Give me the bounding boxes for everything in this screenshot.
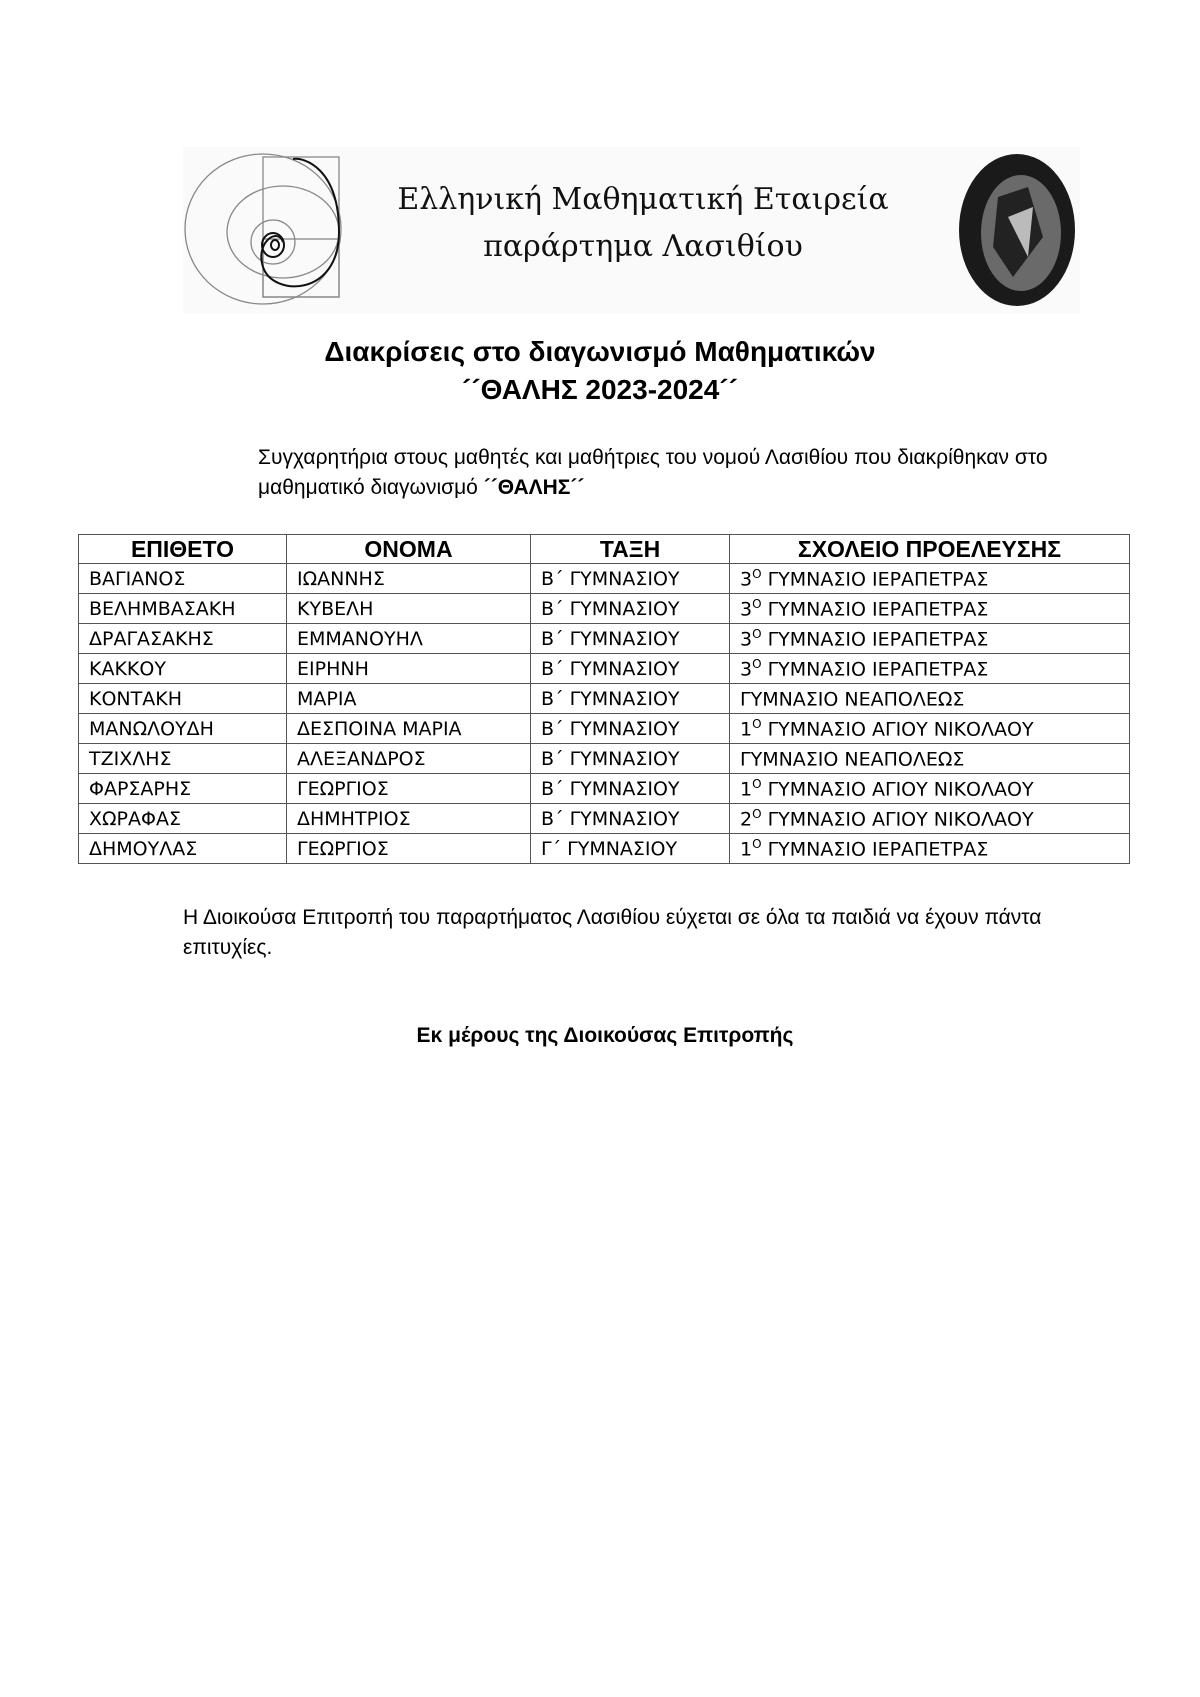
cell-name: ΜΑΡΙΑ bbox=[286, 683, 531, 714]
table-row: ΧΩΡΑΦΑΣ ΔΗΜΗΤΡΙΟΣ Β΄ ΓΥΜΝΑΣΙΟΥ 2Ο ΓΥΜΝΑΣΙΟ … bbox=[78, 803, 1130, 834]
school-ordinal: 3 bbox=[740, 598, 753, 621]
cell-school: 1Ο ΓΥΜΝΑΣΙΟ ΑΓΙΟΥ ΝΙΚΟΛΑΟΥ bbox=[729, 713, 1130, 744]
cell-school: 1Ο ΓΥΜΝΑΣΙΟ ΙΕΡΑΠΕΤΡΑΣ bbox=[729, 833, 1130, 864]
golden-spiral-icon bbox=[184, 153, 342, 305]
header-school: ΣΧΟΛΕΙΟ ΠΡΟΕΛΕΥΣΗΣ bbox=[729, 534, 1130, 564]
table-row: ΒΕΛΗΜΒΑΣΑΚΗ ΚΥΒΕΛΗ Β΄ ΓΥΜΝΑΣΙΟΥ 3Ο ΓΥΜΝΑΣΙΟ… bbox=[78, 593, 1130, 624]
school-ordinal-sup: Ο bbox=[752, 716, 762, 731]
cell-surname: ΜΑΝΩΛΟΥΔΗ bbox=[78, 713, 287, 744]
school-ordinal: 1 bbox=[740, 718, 753, 741]
cell-name: ΔΗΜΗΤΡΙΟΣ bbox=[286, 803, 531, 834]
intro-paragraph: Συγχαρητήρια στους μαθητές και μαθήτριες… bbox=[258, 443, 1058, 503]
table-row: ΤΖΙΧΛΗΣ ΑΛΕΞΑΝΔΡΟΣ Β΄ ΓΥΜΝΑΣΙΟΥ ΓΥΜΝΑΣΙΟ ΝΕ… bbox=[78, 743, 1130, 774]
table-header-row: ΕΠΙΘΕΤΟ ΟΝΟΜΑ ΤΑΞΗ ΣΧΟΛΕΙΟ ΠΡΟΕΛΕΥΣΗΣ bbox=[78, 534, 1130, 564]
school-ordinal: 1 bbox=[740, 778, 753, 801]
school-ordinal-sup: Ο bbox=[752, 596, 762, 611]
table-row: ΒΑΓΙΑΝΟΣ ΙΩΑΝΝΗΣ Β΄ ΓΥΜΝΑΣΙΟΥ 3Ο ΓΥΜΝΑΣΙΟ Ι… bbox=[78, 563, 1130, 594]
school-ordinal: 1 bbox=[740, 838, 753, 861]
cell-grade: Β΄ ΓΥΜΝΑΣΙΟΥ bbox=[530, 713, 730, 744]
cell-school: ΓΥΜΝΑΣΙΟ ΝΕΑΠΟΛΕΩΣ bbox=[729, 743, 1130, 774]
school-name: ΓΥΜΝΑΣΙΟ ΑΓΙΟΥ ΝΙΚΟΛΑΟΥ bbox=[761, 808, 1034, 831]
header-surname: ΕΠΙΘΕΤΟ bbox=[78, 534, 287, 564]
cell-surname: ΧΩΡΑΦΑΣ bbox=[78, 803, 287, 834]
header-grade: ΤΑΞΗ bbox=[530, 534, 730, 564]
cell-school: 3Ο ΓΥΜΝΑΣΙΟ ΙΕΡΑΠΕΤΡΑΣ bbox=[729, 593, 1130, 624]
school-name: ΓΥΜΝΑΣΙΟ ΑΓΙΟΥ ΝΙΚΟΛΑΟΥ bbox=[761, 778, 1034, 801]
cell-surname: ΦΑΡΣΑΡΗΣ bbox=[78, 773, 287, 804]
cell-surname: ΔΗΜΟΥΛΑΣ bbox=[78, 833, 287, 864]
school-ordinal-sup: Ο bbox=[752, 836, 762, 851]
cell-name: ΔΕΣΠΟΙΝΑ ΜΑΡΙΑ bbox=[286, 713, 531, 744]
school-name: ΓΥΜΝΑΣΙΟ ΙΕΡΑΠΕΤΡΑΣ bbox=[761, 658, 989, 681]
school-ordinal-sup: Ο bbox=[752, 806, 762, 821]
cell-grade: Γ΄ ΓΥΜΝΑΣΙΟΥ bbox=[530, 833, 730, 864]
school-ordinal-sup: Ο bbox=[752, 776, 762, 791]
table-row: ΜΑΝΩΛΟΥΔΗ ΔΕΣΠΟΙΝΑ ΜΑΡΙΑ Β΄ ΓΥΜΝΑΣΙΟΥ 1Ο ΓΥ… bbox=[78, 713, 1130, 744]
cell-grade: Β΄ ΓΥΜΝΑΣΙΟΥ bbox=[530, 803, 730, 834]
ancient-coin-icon bbox=[959, 154, 1075, 306]
logo-line-1: Ελληνική Μαθηματική Εταιρεία bbox=[397, 182, 889, 217]
cell-surname: ΒΑΓΙΑΝΟΣ bbox=[78, 563, 287, 594]
intro-bold: ´´ΘΑΛΗΣ´´ bbox=[483, 476, 585, 499]
cell-name: ΓΕΩΡΓΙΟΣ bbox=[286, 773, 531, 804]
cell-surname: ΔΡΑΓΑΣΑΚΗΣ bbox=[78, 623, 287, 654]
cell-grade: Β΄ ΓΥΜΝΑΣΙΟΥ bbox=[530, 653, 730, 684]
logo-line-2: παράρτημα Λασιθίου bbox=[483, 229, 803, 264]
cell-grade: Β΄ ΓΥΜΝΑΣΙΟΥ bbox=[530, 683, 730, 714]
table-row: ΦΑΡΣΑΡΗΣ ΓΕΩΡΓΙΟΣ Β΄ ΓΥΜΝΑΣΙΟΥ 1Ο ΓΥΜΝΑΣΙΟ … bbox=[78, 773, 1130, 804]
cell-grade: Β΄ ΓΥΜΝΑΣΙΟΥ bbox=[530, 593, 730, 624]
school-name: ΓΥΜΝΑΣΙΟ ΙΕΡΑΠΕΤΡΑΣ bbox=[761, 598, 989, 621]
cell-school: 3Ο ΓΥΜΝΑΣΙΟ ΙΕΡΑΠΕΤΡΑΣ bbox=[729, 563, 1130, 594]
closing-paragraph: Η Διοικούσα Επιτροπή του παραρτήματος Λα… bbox=[183, 906, 1042, 959]
cell-grade: Β΄ ΓΥΜΝΑΣΙΟΥ bbox=[530, 773, 730, 804]
school-ordinal: 3 bbox=[740, 568, 753, 591]
header-name: ΟΝΟΜΑ bbox=[286, 534, 531, 564]
table-row: ΚΑΚΚΟΥ ΕΙΡΗΝΗ Β΄ ΓΥΜΝΑΣΙΟΥ 3Ο ΓΥΜΝΑΣΙΟ ΙΕΡΑ… bbox=[78, 653, 1130, 684]
cell-school: 3Ο ΓΥΜΝΑΣΙΟ ΙΕΡΑΠΕΤΡΑΣ bbox=[729, 623, 1130, 654]
hms-logo-banner: Ελληνική Μαθηματική Εταιρεία παράρτημα Λ… bbox=[183, 147, 1080, 314]
cell-school: 3Ο ΓΥΜΝΑΣΙΟ ΙΕΡΑΠΕΤΡΑΣ bbox=[729, 653, 1130, 684]
cell-grade: Β΄ ΓΥΜΝΑΣΙΟΥ bbox=[530, 563, 730, 594]
school-ordinal: 3 bbox=[740, 658, 753, 681]
page-title: Διακρίσεις στο διαγωνισμό Μαθηματικών bbox=[324, 336, 876, 367]
cell-surname: ΚΟΝΤΑΚΗ bbox=[78, 683, 287, 714]
signature: Εκ μέρους της Διοικούσας Επιτροπής bbox=[416, 1024, 794, 1047]
cell-school: 2Ο ΓΥΜΝΑΣΙΟ ΑΓΙΟΥ ΝΙΚΟΛΑΟΥ bbox=[729, 803, 1130, 834]
school-ordinal-sup: Ο bbox=[752, 626, 762, 641]
results-table: ΕΠΙΘΕΤΟ ΟΝΟΜΑ ΤΑΞΗ ΣΧΟΛΕΙΟ ΠΡΟΕΛΕΥΣΗΣ ΒΑ… bbox=[78, 534, 1130, 864]
cell-name: ΕΜΜΑΝΟΥΗΛ bbox=[286, 623, 531, 654]
school-ordinal-sup: Ο bbox=[752, 656, 762, 671]
school-name: ΓΥΜΝΑΣΙΟ ΙΕΡΑΠΕΤΡΑΣ bbox=[761, 838, 989, 861]
school-ordinal: 2 bbox=[740, 808, 753, 831]
table-row: ΔΗΜΟΥΛΑΣ ΓΕΩΡΓΙΟΣ Γ΄ ΓΥΜΝΑΣΙΟΥ 1Ο ΓΥΜΝΑΣΙΟ … bbox=[78, 833, 1130, 864]
school-name: ΓΥΜΝΑΣΙΟ ΝΕΑΠΟΛΕΩΣ bbox=[740, 688, 965, 711]
school-ordinal-sup: Ο bbox=[752, 566, 762, 581]
cell-grade: Β΄ ΓΥΜΝΑΣΙΟΥ bbox=[530, 743, 730, 774]
table-row: ΚΟΝΤΑΚΗ ΜΑΡΙΑ Β΄ ΓΥΜΝΑΣΙΟΥ ΓΥΜΝΑΣΙΟ ΝΕΑΠΟΛΕ… bbox=[78, 683, 1130, 714]
page-subtitle: ´´ΘΑΛΗΣ 2023-2024´´ bbox=[462, 374, 738, 405]
cell-grade: Β΄ ΓΥΜΝΑΣΙΟΥ bbox=[530, 623, 730, 654]
school-name: ΓΥΜΝΑΣΙΟ ΙΕΡΑΠΕΤΡΑΣ bbox=[761, 628, 989, 651]
cell-name: ΑΛΕΞΑΝΔΡΟΣ bbox=[286, 743, 531, 774]
intro-text: Συγχαρητήρια στους μαθητές και μαθήτριες… bbox=[258, 446, 1048, 499]
cell-surname: ΚΑΚΚΟΥ bbox=[78, 653, 287, 684]
school-name: ΓΥΜΝΑΣΙΟ ΙΕΡΑΠΕΤΡΑΣ bbox=[761, 568, 989, 591]
school-name: ΓΥΜΝΑΣΙΟ ΑΓΙΟΥ ΝΙΚΟΛΑΟΥ bbox=[761, 718, 1034, 741]
cell-school: ΓΥΜΝΑΣΙΟ ΝΕΑΠΟΛΕΩΣ bbox=[729, 683, 1130, 714]
cell-name: ΕΙΡΗΝΗ bbox=[286, 653, 531, 684]
cell-surname: ΒΕΛΗΜΒΑΣΑΚΗ bbox=[78, 593, 287, 624]
cell-name: ΙΩΑΝΝΗΣ bbox=[286, 563, 531, 594]
cell-name: ΓΕΩΡΓΙΟΣ bbox=[286, 833, 531, 864]
cell-surname: ΤΖΙΧΛΗΣ bbox=[78, 743, 287, 774]
cell-name: ΚΥΒΕΛΗ bbox=[286, 593, 531, 624]
cell-school: 1Ο ΓΥΜΝΑΣΙΟ ΑΓΙΟΥ ΝΙΚΟΛΑΟΥ bbox=[729, 773, 1130, 804]
table-row: ΔΡΑΓΑΣΑΚΗΣ ΕΜΜΑΝΟΥΗΛ Β΄ ΓΥΜΝΑΣΙΟΥ 3Ο ΓΥΜΝΑΣ… bbox=[78, 623, 1130, 654]
school-ordinal: 3 bbox=[740, 628, 753, 651]
school-name: ΓΥΜΝΑΣΙΟ ΝΕΑΠΟΛΕΩΣ bbox=[740, 748, 965, 771]
